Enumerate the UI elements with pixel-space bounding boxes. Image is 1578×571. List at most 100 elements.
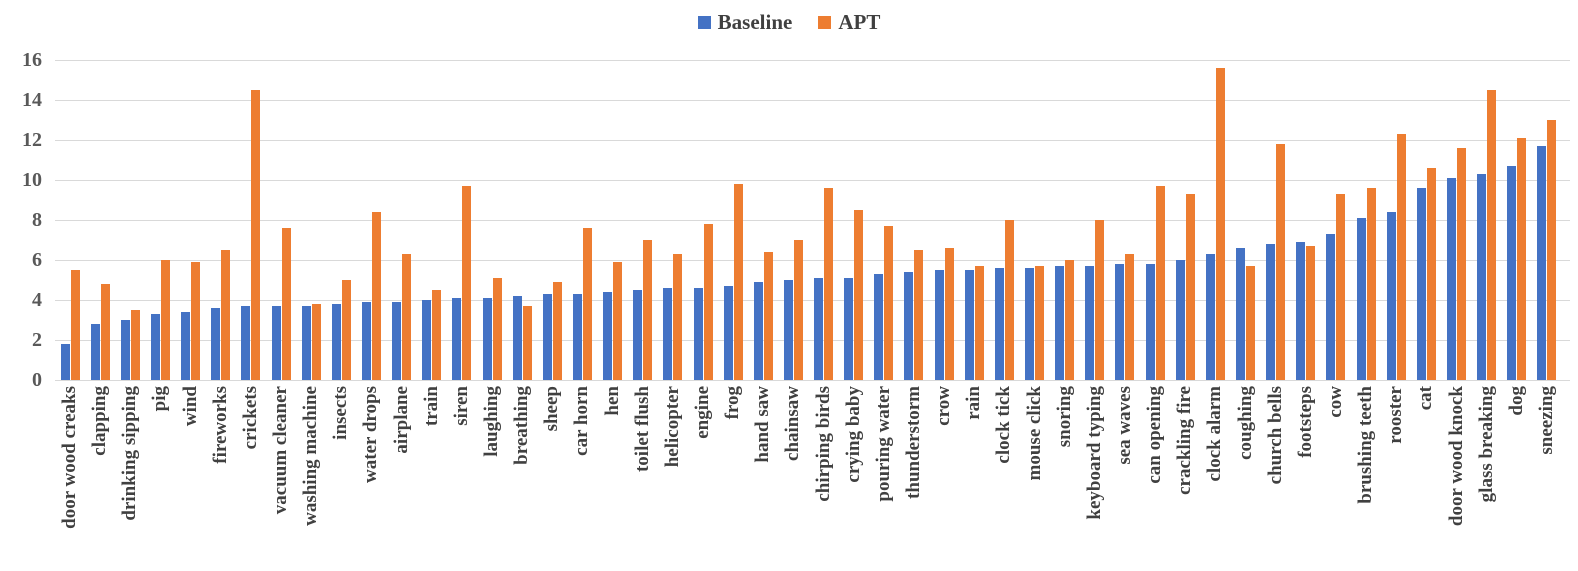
bar-baseline	[1145, 264, 1155, 380]
x-axis-label: door wood creaks	[59, 386, 81, 529]
legend-item-apt: APT	[818, 10, 880, 35]
bar-apt	[1185, 194, 1195, 380]
bar-apt	[673, 254, 683, 380]
bar-baseline	[120, 320, 130, 380]
bar-apt	[763, 252, 773, 380]
bar-baseline	[150, 314, 160, 380]
x-axis-label: cat	[1415, 386, 1437, 411]
x-axis-label: door wood knock	[1445, 386, 1467, 527]
bar-baseline	[1326, 234, 1336, 380]
bar-baseline	[1386, 212, 1396, 380]
x-axis-label: washing machine	[300, 386, 322, 526]
bar-apt	[1215, 68, 1225, 380]
bar-baseline	[1025, 268, 1035, 380]
x-axis-label: thunderstorm	[902, 386, 924, 499]
x-axis-label: dog	[1505, 386, 1527, 416]
x-axis-label: can opening	[1144, 386, 1166, 484]
bar-apt	[1246, 266, 1256, 380]
chart-legend: Baseline APT	[0, 10, 1578, 35]
bar-baseline	[723, 286, 733, 380]
bar-apt	[582, 228, 592, 380]
x-axis-label: vacuum cleaner	[270, 386, 292, 515]
x-axis-label: keyboard typing	[1083, 386, 1105, 520]
bar-baseline	[1507, 166, 1517, 380]
x-axis-label: engine	[692, 386, 713, 439]
bar-apt	[884, 226, 894, 380]
legend-swatch-apt-icon	[818, 16, 832, 29]
x-axis-label: chainsaw	[782, 386, 804, 461]
x-axis-label: cow	[1324, 386, 1346, 418]
bar-baseline	[844, 278, 854, 380]
bar-baseline	[964, 270, 974, 380]
y-axis-tick-label: 0	[32, 369, 42, 391]
bar-apt	[432, 290, 442, 380]
x-axis-label: snoring	[1053, 386, 1075, 448]
x-axis-label: wind	[179, 386, 201, 427]
x-axis-label: rooster	[1385, 386, 1407, 444]
bar-apt	[1125, 254, 1135, 380]
bar-baseline	[753, 282, 763, 380]
y-axis-tick-label: 12	[22, 129, 42, 151]
bar-baseline	[814, 278, 824, 380]
bar-baseline	[60, 344, 70, 380]
bar-apt	[1336, 194, 1346, 380]
bar-baseline	[331, 304, 341, 380]
x-axis-label: airplane	[390, 386, 412, 454]
x-axis-label: crying baby	[842, 386, 864, 483]
bar-apt	[130, 310, 140, 380]
bar-apt	[221, 250, 231, 380]
x-axis-label: footsteps	[1294, 386, 1316, 458]
x-axis-label: hen	[601, 386, 623, 416]
gridline	[55, 100, 1570, 101]
legend-label-apt: APT	[838, 10, 881, 34]
bar-baseline	[1537, 146, 1547, 380]
bar-baseline	[1236, 248, 1246, 380]
bar-apt	[1396, 134, 1406, 380]
gridline	[55, 220, 1570, 221]
bar-apt	[944, 248, 954, 380]
bar-baseline	[1296, 242, 1306, 380]
legend-swatch-baseline-icon	[697, 16, 711, 29]
legend-label-baseline: Baseline	[717, 10, 793, 34]
bar-apt	[914, 250, 924, 380]
x-axis-label: clapping	[89, 386, 111, 456]
bar-apt	[371, 212, 381, 380]
x-axis-label: crackling fire	[1174, 386, 1196, 495]
x-axis-label: train	[420, 386, 442, 427]
bar-baseline	[904, 272, 914, 380]
bar-baseline	[1205, 254, 1215, 380]
gridline	[55, 380, 1570, 381]
bar-apt	[1004, 220, 1014, 380]
bar-baseline	[392, 302, 402, 380]
bar-baseline	[90, 324, 100, 380]
x-axis-label: hand saw	[752, 386, 774, 463]
x-axis-label: sheep	[541, 386, 563, 432]
bar-baseline	[1175, 260, 1185, 380]
bar-baseline	[1055, 266, 1065, 380]
bar-apt	[70, 270, 80, 380]
bar-apt	[974, 266, 984, 380]
bar-baseline	[542, 294, 552, 380]
bar-baseline	[241, 306, 251, 380]
bar-baseline	[1266, 244, 1276, 380]
x-axis-label: frog	[722, 386, 744, 420]
bar-apt	[733, 184, 743, 380]
bar-apt	[1065, 260, 1075, 380]
bar-baseline	[783, 280, 793, 380]
bar-baseline	[301, 306, 311, 380]
bar-baseline	[361, 302, 371, 380]
y-axis-tick-label: 2	[32, 329, 42, 351]
y-axis-tick-label: 8	[32, 209, 42, 231]
bar-apt	[1155, 186, 1165, 380]
x-axis-label: drinking sipping	[119, 386, 141, 521]
bar-apt	[1306, 246, 1316, 380]
x-axis-label: crickets	[239, 386, 261, 450]
x-axis-label: sneezing	[1535, 386, 1557, 455]
bar-baseline	[422, 300, 432, 380]
x-axis-label: coughing	[1234, 386, 1256, 460]
legend-item-baseline: Baseline	[697, 10, 793, 35]
x-axis-label: sea waves	[1113, 386, 1135, 465]
bar-apt	[854, 210, 864, 380]
